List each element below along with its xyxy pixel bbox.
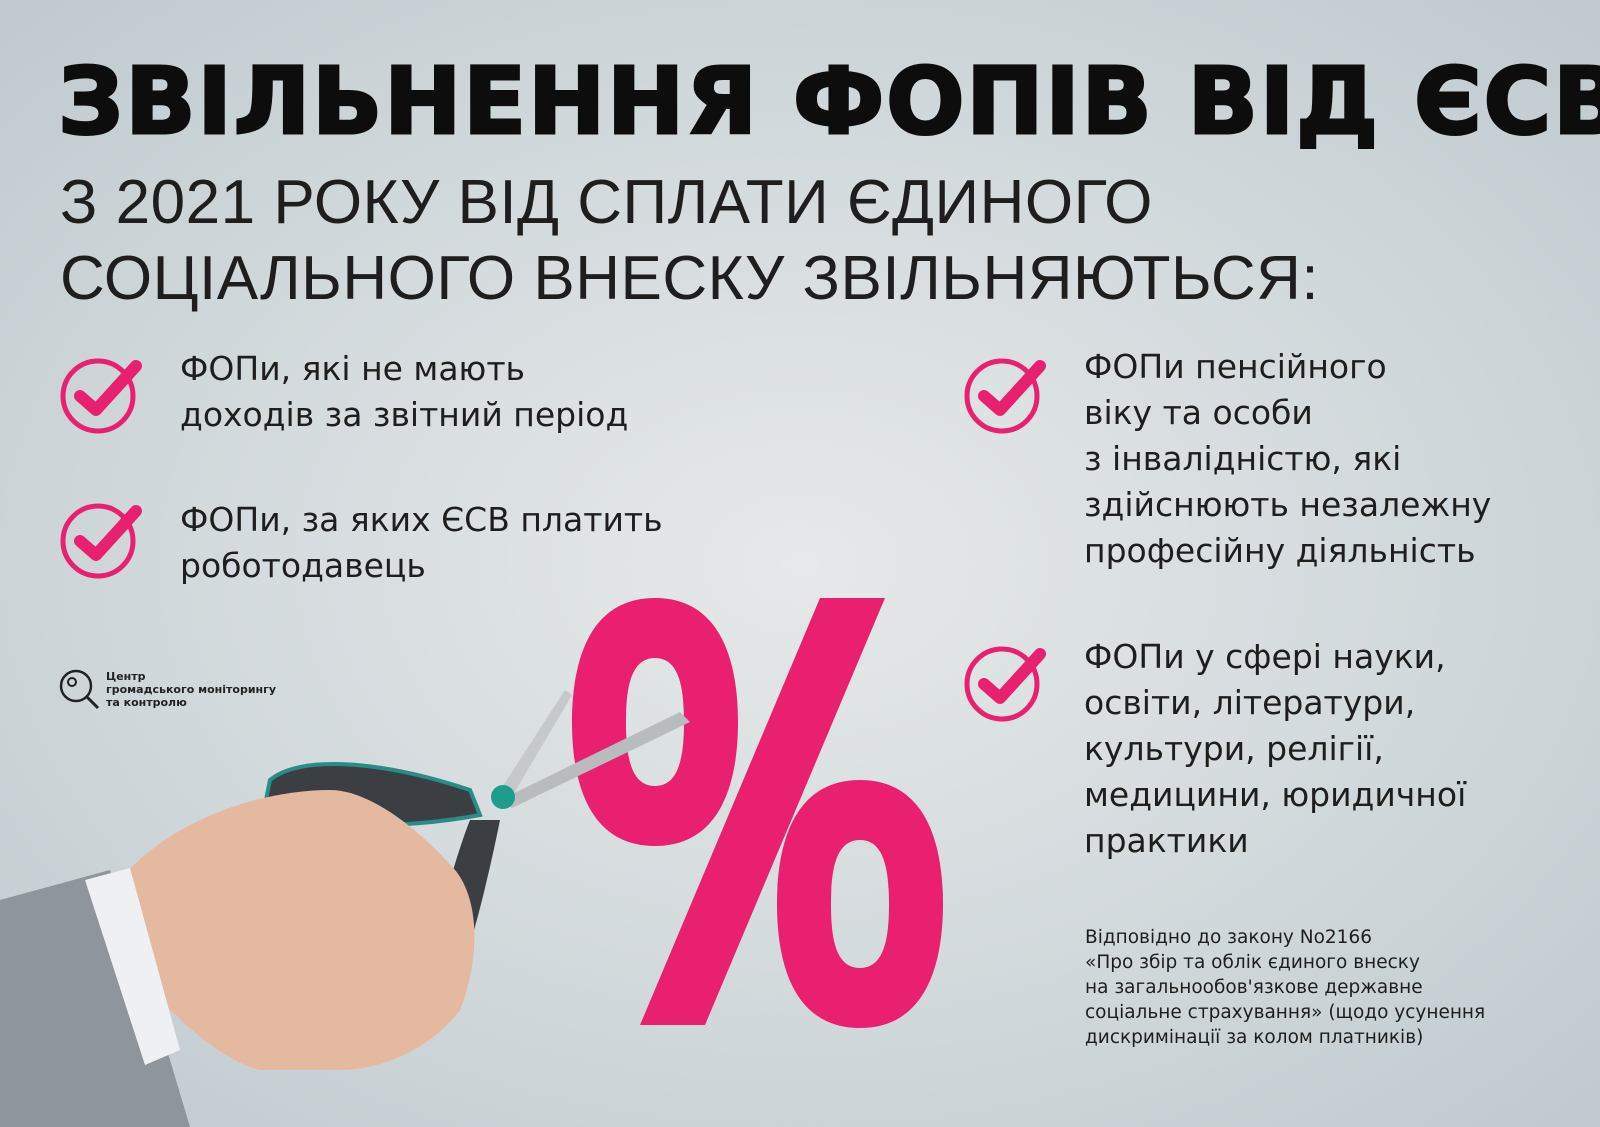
item-text: ФОПи у сфері науки, освіти, літератури, … <box>1084 637 1467 860</box>
list-item: ФОПи, за яких ЄСВ платить роботодавець <box>58 497 663 589</box>
item-text: ФОПи пенсійного віку та особи з інвалідн… <box>1084 347 1492 570</box>
law-reference-note: Відповідно до закону No2166 «Про збір та… <box>1085 927 1486 1048</box>
list-item: ФОПи пенсійного віку та особи з інвалідн… <box>962 347 1491 574</box>
percent-sign-icon <box>572 598 943 1028</box>
page-title: ЗВІЛЬНЕННЯ ФОПІВ ВІД ЄСВ <box>56 47 1600 157</box>
magnifier-icon <box>59 669 100 710</box>
check-circle-icon <box>964 646 1046 722</box>
check-circle-icon <box>964 358 1046 434</box>
check-circle-icon <box>60 358 142 434</box>
subtitle: З 2021 РОКУ ВІД СПЛАТИ ЄДИНОГО СОЦІАЛЬНО… <box>60 168 1320 313</box>
check-circle-icon <box>60 503 142 579</box>
item-text: ФОПи, за яких ЄСВ платить роботодавець <box>180 500 663 585</box>
list-item: ФОПи, які не мають доходів за звітний пе… <box>58 349 628 438</box>
hand-illustration <box>0 790 475 1127</box>
logo-text: Центр громадського моніторингу та контро… <box>106 669 277 709</box>
list-item: ФОПи у сфері науки, освіти, літератури, … <box>962 637 1466 864</box>
item-text: ФОПи, які не мають доходів за звітний пе… <box>180 349 629 434</box>
logo: Центр громадського моніторингу та контро… <box>58 668 276 710</box>
